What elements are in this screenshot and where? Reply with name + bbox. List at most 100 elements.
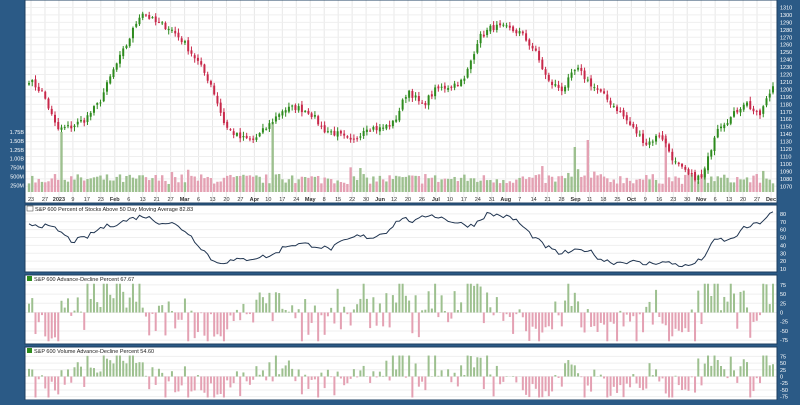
candle-body — [363, 131, 365, 136]
volume-bar — [483, 175, 485, 192]
date-tick-label: 20 — [223, 197, 229, 203]
histogram-bar — [519, 309, 521, 312]
histogram-tick-label: 0 — [780, 375, 783, 381]
candle-body — [294, 105, 296, 110]
candle-body — [41, 90, 43, 91]
candle-body — [34, 79, 36, 87]
histogram-bar — [580, 313, 582, 328]
candle-body — [772, 86, 774, 92]
candle-body — [756, 111, 758, 112]
candle-body — [610, 101, 612, 105]
candle-body — [587, 80, 589, 81]
volume-bar — [479, 181, 481, 192]
candle-body — [93, 106, 95, 113]
candle-body — [662, 135, 664, 139]
volume-bar — [739, 179, 741, 192]
volume-bar — [466, 181, 468, 192]
volume-bar — [60, 132, 62, 192]
histogram-bar — [255, 366, 257, 376]
histogram-bar — [333, 313, 335, 324]
histogram-bar — [743, 359, 745, 376]
candle-body — [515, 30, 517, 33]
histogram-bar — [470, 284, 472, 313]
histogram-bar — [418, 313, 420, 338]
candle-body — [766, 98, 768, 105]
date-tick-label: 17 — [84, 197, 90, 203]
volume-bar — [229, 175, 231, 192]
histogram-bar — [226, 377, 228, 381]
histogram-bar — [759, 377, 761, 384]
histogram-bar — [671, 313, 673, 337]
histogram-bar — [587, 377, 589, 386]
volume-bar — [577, 169, 579, 192]
date-tick-label: 21 — [154, 197, 160, 203]
histogram-bar — [736, 313, 738, 329]
histogram-bar — [77, 297, 79, 312]
histogram-bar — [239, 377, 241, 397]
candle-body — [671, 152, 673, 160]
line-panel-tick-label: 30 — [780, 251, 786, 257]
histogram-bar — [203, 313, 205, 336]
histogram-bar — [600, 313, 602, 323]
histogram-bar — [359, 299, 361, 313]
histogram-bar — [749, 313, 751, 338]
histogram-bar — [636, 313, 638, 342]
candle-body — [255, 137, 257, 140]
candle-body — [538, 51, 540, 60]
volume-bar — [219, 181, 221, 192]
candle-body — [184, 41, 186, 43]
histogram-bar — [252, 313, 254, 323]
candle-body — [60, 127, 62, 129]
candle-body — [343, 134, 345, 136]
volume-bar — [736, 177, 738, 192]
candle-body — [736, 110, 738, 112]
price-tick-label: 1310 — [780, 5, 792, 11]
candle-body — [223, 112, 225, 123]
histogram-bar — [187, 313, 189, 342]
candle-body — [613, 106, 615, 107]
histogram-bar — [252, 377, 254, 380]
volume-bar — [567, 173, 569, 192]
date-tick-label: 13 — [209, 197, 215, 203]
volume-bar — [616, 184, 618, 192]
volume-bar — [752, 176, 754, 192]
histogram-bar — [428, 356, 430, 377]
candle-body — [454, 84, 456, 88]
candle-body — [64, 127, 66, 128]
histogram-tick-label: -25 — [780, 381, 788, 387]
candle-body — [99, 102, 101, 103]
candle-body — [415, 96, 417, 98]
volume-bar — [158, 181, 160, 192]
date-tick-label: 25 — [614, 197, 620, 203]
histogram-bar — [67, 369, 69, 376]
candle-body — [727, 123, 729, 125]
histogram-bar — [704, 364, 706, 377]
histogram-bar — [424, 377, 426, 391]
histogram-bar — [236, 310, 238, 313]
volume-bar — [531, 178, 533, 192]
histogram-bar — [616, 377, 618, 393]
candle-body — [73, 126, 75, 127]
histogram-bar — [623, 377, 625, 398]
volume-bar — [310, 176, 312, 192]
volume-bar — [726, 178, 728, 192]
histogram-bar — [629, 377, 631, 388]
histogram-bar — [207, 313, 209, 342]
histogram-bar — [161, 373, 163, 377]
candle-body — [441, 87, 443, 88]
histogram-bar — [171, 371, 173, 376]
histogram-bar — [450, 313, 452, 319]
histogram-bar — [83, 377, 85, 387]
histogram-bar — [145, 313, 147, 317]
candle-body — [132, 28, 134, 38]
histogram-bar — [109, 295, 111, 313]
volume-bar — [177, 182, 179, 192]
candle-body — [421, 103, 423, 104]
histogram-bar — [538, 377, 540, 398]
price-tick-label: 1100 — [780, 162, 792, 168]
candle-body — [701, 174, 703, 177]
candle-body — [740, 109, 742, 112]
candle-body — [535, 49, 537, 51]
candle-body — [262, 128, 264, 132]
histogram-bar — [658, 377, 660, 382]
